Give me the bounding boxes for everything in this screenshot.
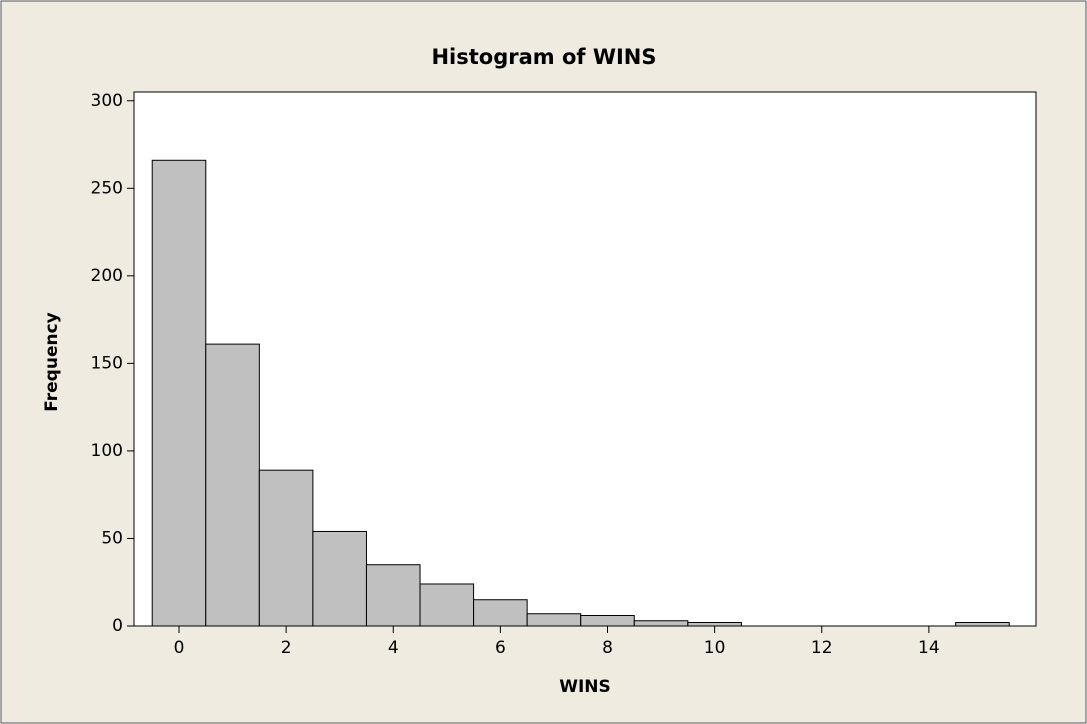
bar	[580, 614, 635, 627]
x-tick-label: 2	[281, 638, 292, 658]
bar	[633, 620, 689, 627]
y-tick-label: 200	[91, 266, 123, 286]
bar	[526, 613, 582, 627]
y-tick-label: 100	[91, 441, 123, 461]
x-tick-label: 4	[388, 638, 399, 658]
bar	[365, 564, 421, 627]
bar	[312, 530, 367, 627]
y-tick-label: 150	[91, 353, 123, 373]
x-tick-label: 6	[495, 638, 506, 658]
bar	[955, 621, 1010, 627]
y-tick-label: 50	[101, 528, 123, 548]
x-tick-label: 14	[918, 638, 940, 658]
x-tick-label: 10	[704, 638, 726, 658]
bar	[151, 159, 207, 627]
y-tick-label: 250	[91, 178, 123, 198]
bar	[687, 621, 742, 627]
bar	[258, 469, 314, 627]
x-axis-label: WINS	[559, 677, 611, 697]
x-tick-label: 12	[811, 638, 833, 658]
y-axis-label: Frequency	[42, 312, 62, 412]
x-tick-label: 8	[602, 638, 613, 658]
bar	[473, 599, 528, 627]
x-tick-label: 0	[174, 638, 185, 658]
y-tick-label: 300	[91, 91, 123, 111]
y-tick-label: 0	[112, 616, 123, 636]
bar	[419, 583, 475, 627]
bar	[205, 343, 260, 627]
chart-title: Histogram of WINS	[431, 45, 656, 69]
